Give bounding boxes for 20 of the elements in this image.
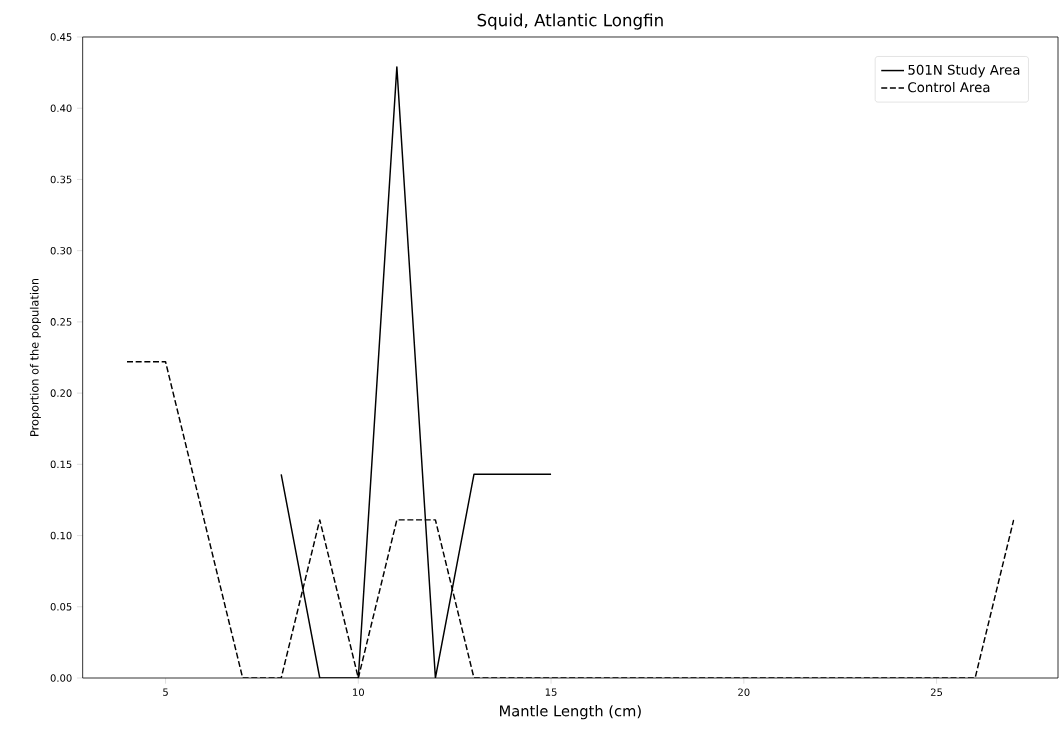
y-tick-label: 0.45 bbox=[50, 33, 72, 41]
y-tick-label: 0.15 bbox=[50, 460, 72, 469]
y-tick-label: 0.35 bbox=[50, 175, 72, 184]
y-tick-label: 0.25 bbox=[50, 318, 72, 326]
legend-label: Control Area bbox=[908, 81, 990, 93]
y-tick-label: 0.05 bbox=[50, 602, 72, 611]
x-axis-title: Mantle Length (cm) bbox=[500, 705, 641, 720]
y-axis-title: Proportion of the population bbox=[29, 278, 41, 436]
y-tick-label: 0.40 bbox=[50, 104, 72, 113]
x-tick-label: 20 bbox=[738, 688, 750, 696]
x-tick-label: 25 bbox=[930, 688, 943, 696]
x-tick-label: 10 bbox=[353, 688, 364, 696]
y-tick-label: 0.00 bbox=[50, 674, 72, 682]
x-tick-label: 15 bbox=[545, 688, 557, 696]
chart-title: Squid, Atlantic Longfin bbox=[477, 13, 663, 30]
y-tick-label: 0.10 bbox=[50, 531, 72, 540]
y-tick-label: 0.30 bbox=[50, 246, 72, 255]
legend-label: 501N Study Area bbox=[908, 64, 1020, 78]
x-tick-label: 5 bbox=[163, 688, 168, 696]
y-tick-label: 0.20 bbox=[50, 389, 72, 397]
